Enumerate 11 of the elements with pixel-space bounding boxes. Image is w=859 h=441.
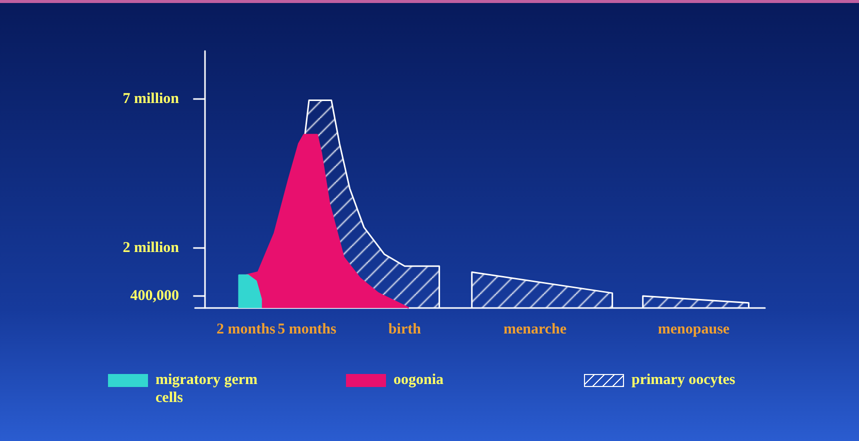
legend-label: primary oocytes xyxy=(632,371,736,389)
legend-label: oogonia xyxy=(394,371,445,389)
x-tick-label: 5 months xyxy=(278,322,337,338)
y-tick-label: 7 million xyxy=(122,90,180,107)
legend-label: migratory germ cells xyxy=(156,371,259,407)
y-tick-label: 400,000 xyxy=(130,288,179,304)
x-tick-label: 2 months xyxy=(216,322,276,338)
x-tick-label: menopause xyxy=(658,322,730,338)
y-tick-label: 2 million xyxy=(122,240,180,256)
x-tick-label: birth xyxy=(388,322,422,338)
x-tick-label: menarche xyxy=(503,322,567,338)
